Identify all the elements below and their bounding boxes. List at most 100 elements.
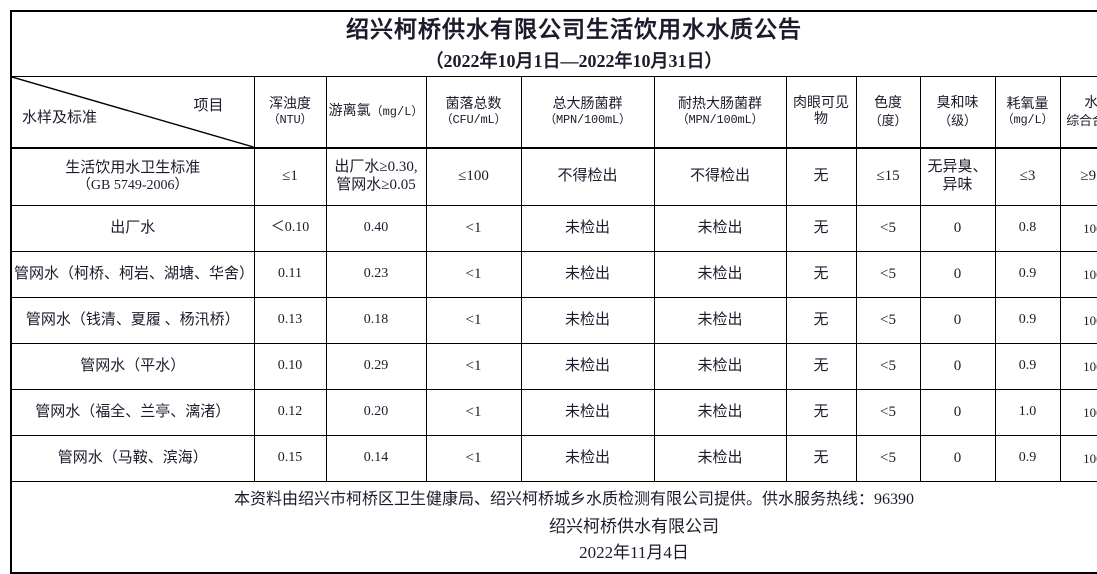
column-header-total-coliform-name: 总大肠菌群 xyxy=(553,97,623,112)
column-header-visible-matter: 肉眼可见物 xyxy=(786,77,856,149)
row-label-sample: 管网水（马鞍、滨海） xyxy=(11,436,254,482)
cell-thermotolerant-coliform: 未检出 xyxy=(654,298,786,344)
column-header-free-chlorine-unit: （mg/L） xyxy=(371,105,424,119)
standard-cell-visible-matter: 无 xyxy=(786,148,856,206)
cell-chroma: <5 xyxy=(856,344,920,390)
cell-thermotolerant-coliform: 未检出 xyxy=(654,390,786,436)
column-header-oxygen-consumption-unit: （mg/L） xyxy=(998,113,1058,127)
standard-row-label-name: 生活饮用水卫生标准 xyxy=(65,160,200,176)
standard-cell-overall-pass-rate: ≥95% xyxy=(1060,148,1097,206)
column-header-turbidity-unit: （NTU） xyxy=(257,113,324,127)
cell-visible-matter: 无 xyxy=(786,344,856,390)
footer-row: 本资料由绍兴市柯桥区卫生健康局、绍兴柯桥城乡水质检测有限公司提供。供水服务热线：… xyxy=(11,482,1097,574)
column-header-turbidity-name: 浑浊度 xyxy=(269,97,311,112)
column-header-colony-count: 菌落总数 （CFU/mL） xyxy=(426,77,521,149)
column-header-free-chlorine: 游离氯（mg/L） xyxy=(326,77,426,149)
row-label-sample: 管网水（柯桥、柯岩、湖塘、华舍） xyxy=(11,252,254,298)
standard-cell-odor-taste: 无异臭、异味 xyxy=(920,148,995,206)
standard-cell-thermotolerant-coliform: 不得检出 xyxy=(654,148,786,206)
column-header-thermotolerant-coliform: 耐热大肠菌群 （MPN/100mL） xyxy=(654,77,786,149)
cell-oxygen-consumption: 1.0 xyxy=(995,390,1060,436)
cell-free-chlorine: 0.23 xyxy=(326,252,426,298)
cell-colony-count: <1 xyxy=(426,390,521,436)
cell-colony-count: <1 xyxy=(426,436,521,482)
column-header-oxygen-consumption-name: 耗氧量 xyxy=(1007,97,1049,112)
footer-signature: 绍兴柯桥供水有限公司 xyxy=(14,513,1097,540)
cell-overall-pass-rate: 100% xyxy=(1060,390,1097,436)
column-header-thermotolerant-coliform-unit: （MPN/100mL） xyxy=(657,113,784,127)
cell-free-chlorine: 0.18 xyxy=(326,298,426,344)
column-header-chroma: 色度 （度） xyxy=(856,77,920,149)
standard-cell-oxygen-consumption: ≤3 xyxy=(995,148,1060,206)
cell-free-chlorine: 0.14 xyxy=(326,436,426,482)
column-header-chroma-name: 色度 xyxy=(874,96,902,111)
cell-turbidity: 0.12 xyxy=(254,390,326,436)
cell-chroma: <5 xyxy=(856,436,920,482)
cell-total-coliform: 未检出 xyxy=(521,206,654,252)
cell-free-chlorine: 0.40 xyxy=(326,206,426,252)
cell-turbidity: 0.15 xyxy=(254,436,326,482)
column-header-colony-count-unit: （CFU/mL） xyxy=(429,113,519,127)
cell-thermotolerant-coliform: 未检出 xyxy=(654,252,786,298)
column-header-odor-taste-unit: （级） xyxy=(923,113,993,128)
cell-odor-taste: 0 xyxy=(920,206,995,252)
cell-total-coliform: 未检出 xyxy=(521,344,654,390)
table-header-row: 水样及标准 项目 浑浊度 （NTU） 游离氯（mg/L） 菌落总数 （CFU/m… xyxy=(11,77,1097,149)
cell-odor-taste: 0 xyxy=(920,252,995,298)
footer-cell: 本资料由绍兴市柯桥区卫生健康局、绍兴柯桥城乡水质检测有限公司提供。供水服务热线：… xyxy=(11,482,1097,574)
cell-chroma: <5 xyxy=(856,252,920,298)
cell-visible-matter: 无 xyxy=(786,298,856,344)
cell-oxygen-consumption: 0.8 xyxy=(995,206,1060,252)
cell-visible-matter: 无 xyxy=(786,252,856,298)
cell-odor-taste: 0 xyxy=(920,436,995,482)
table-body: 出厂水＜0.100.40<1未检出未检出无<500.8100%管网水（柯桥、柯岩… xyxy=(11,206,1097,482)
cell-colony-count: <1 xyxy=(426,252,521,298)
column-header-oxygen-consumption: 耗氧量 （mg/L） xyxy=(995,77,1060,149)
cell-chroma: <5 xyxy=(856,298,920,344)
cell-oxygen-consumption: 0.9 xyxy=(995,436,1060,482)
cell-turbidity: ＜0.10 xyxy=(254,206,326,252)
cell-visible-matter: 无 xyxy=(786,206,856,252)
standard-cell-total-coliform: 不得检出 xyxy=(521,148,654,206)
cell-thermotolerant-coliform: 未检出 xyxy=(654,344,786,390)
column-header-thermotolerant-coliform-name: 耐热大肠菌群 xyxy=(678,97,762,112)
cell-free-chlorine: 0.29 xyxy=(326,344,426,390)
cell-visible-matter: 无 xyxy=(786,390,856,436)
corner-row-axis-label: 水样及标准 xyxy=(22,110,97,128)
column-header-overall-pass-rate-unit: 综合合格率 xyxy=(1063,113,1097,128)
cell-chroma: <5 xyxy=(856,390,920,436)
standard-row-label-code: （GB 5749-2006） xyxy=(14,178,252,195)
footer-date: 2022年11月4日 xyxy=(14,540,1097,566)
cell-overall-pass-rate: 100% xyxy=(1060,436,1097,482)
page-title: 绍兴柯桥供水有限公司生活饮用水水质公告 xyxy=(14,14,1097,45)
column-header-overall-pass-rate: 水质 综合合格率 xyxy=(1060,77,1097,149)
row-label-sample: 管网水（福全、兰亭、漓渚） xyxy=(11,390,254,436)
column-header-chroma-unit: （度） xyxy=(859,113,918,128)
standard-cell-free-chlorine: 出厂水≥0.30,管网水≥0.05 xyxy=(326,148,426,206)
column-header-colony-count-name: 菌落总数 xyxy=(446,97,502,112)
standard-cell-colony-count: ≤100 xyxy=(426,148,521,206)
title-row: 绍兴柯桥供水有限公司生活饮用水水质公告 （2022年10月1日—2022年10月… xyxy=(11,11,1097,77)
standard-cell-chroma: ≤15 xyxy=(856,148,920,206)
cell-total-coliform: 未检出 xyxy=(521,436,654,482)
corner-col-axis-label: 项目 xyxy=(193,98,223,116)
cell-free-chlorine: 0.20 xyxy=(326,390,426,436)
column-header-overall-pass-rate-name: 水质 xyxy=(1084,96,1097,111)
cell-overall-pass-rate: 100% xyxy=(1060,206,1097,252)
water-quality-table: 绍兴柯桥供水有限公司生活饮用水水质公告 （2022年10月1日—2022年10月… xyxy=(10,10,1097,574)
row-label-sample: 出厂水 xyxy=(11,206,254,252)
column-header-visible-matter-name: 肉眼可见物 xyxy=(793,96,849,128)
column-header-odor-taste-name: 臭和味 xyxy=(937,96,979,111)
page-subtitle-period: （2022年10月1日—2022年10月31日） xyxy=(14,48,1097,74)
standard-row: 生活饮用水卫生标准 （GB 5749-2006） ≤1 出厂水≥0.30,管网水… xyxy=(11,148,1097,206)
cell-odor-taste: 0 xyxy=(920,298,995,344)
cell-visible-matter: 无 xyxy=(786,436,856,482)
column-header-total-coliform-unit: （MPN/100mL） xyxy=(524,113,652,127)
cell-thermotolerant-coliform: 未检出 xyxy=(654,206,786,252)
column-header-total-coliform: 总大肠菌群 （MPN/100mL） xyxy=(521,77,654,149)
standard-cell-turbidity: ≤1 xyxy=(254,148,326,206)
